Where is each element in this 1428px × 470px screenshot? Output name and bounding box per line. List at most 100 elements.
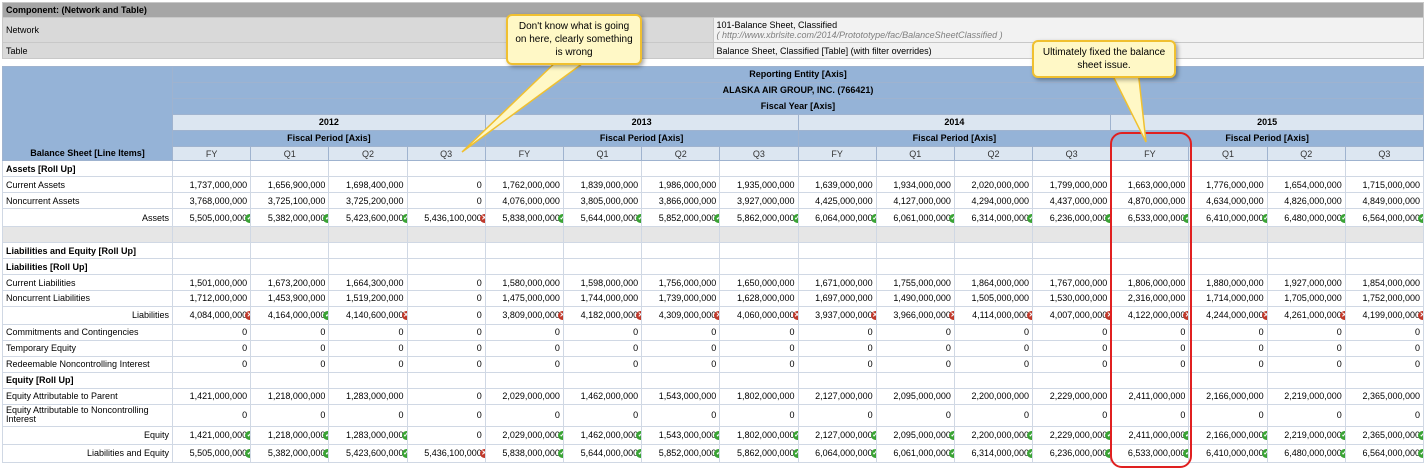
cell-value: 0 (1258, 327, 1264, 338)
cell-value: 1,698,400,000 (346, 179, 404, 190)
value-cell: 5,382,000,000✓ (250, 443, 330, 464)
cell-value: 1,806,000,000 (1127, 277, 1186, 288)
value-cell: 2,166,000,000 (1188, 387, 1268, 405)
row-label: Noncurrent Liabilities (2, 289, 173, 307)
check-icon: ✓ (1418, 213, 1423, 223)
error-icon: ✕ (714, 311, 719, 321)
row-label: Commitments and Contingencies (2, 323, 173, 341)
value-cell: 6,061,000,000✓ (875, 208, 955, 228)
value-cell: 0 (1344, 403, 1425, 427)
network-url[interactable]: ( http://www.xbrlsite.com/2014/Protototy… (716, 30, 1003, 40)
error-icon: ✕ (948, 311, 954, 321)
value-cell: 2,365,000,000 (1344, 387, 1425, 405)
cell-value: 4,164,000,000 (267, 310, 326, 321)
empty-cell (562, 258, 643, 276)
error-icon: ✕ (401, 311, 407, 321)
value-cell: 0 (641, 323, 721, 341)
empty-cell (1032, 371, 1112, 389)
row-label: Equity Attributable to Parent (2, 387, 173, 405)
cell-value: 2,229,000,000 (1049, 391, 1108, 402)
value-cell: 0 (641, 403, 721, 427)
value-cell: 6,564,000,000✓ (1344, 208, 1425, 228)
value-cell: 0 (484, 339, 564, 357)
cell-value: 1,839,000,000 (580, 179, 639, 190)
row-label: Noncurrent Assets (2, 192, 173, 210)
cell-value: 0 (1336, 327, 1342, 338)
value-cell: 3,966,000,000✕ (875, 305, 955, 325)
cell-value: 0 (945, 343, 951, 354)
cell-value: 5,644,000,000 (580, 212, 639, 223)
table-row: Equity Attributable to Parent 1,421,000,0… (2, 387, 1425, 405)
value-cell: 5,423,600,000✓ (328, 443, 408, 464)
period-header: Q2 (953, 145, 1034, 162)
value-cell: 0 (1188, 323, 1268, 341)
row-label: Liabilities and Equity [Roll Up] (2, 242, 173, 260)
check-icon: ✓ (792, 431, 797, 441)
cell-value: 1,927,000,000 (1284, 277, 1342, 288)
value-cell: 0 (406, 387, 486, 405)
value-cell: 4,437,000,000 (1032, 192, 1112, 210)
check-icon: ✓ (636, 431, 641, 441)
value-cell: 2,229,000,000✓ (1032, 425, 1112, 445)
check-icon: ✓ (1339, 213, 1345, 223)
value-cell: 1,462,000,000 (562, 387, 643, 405)
value-cell: 0 (328, 339, 408, 357)
value-cell: 1,705,000,000 (1266, 289, 1346, 307)
cell-value: 0 (1414, 327, 1420, 338)
table-row (2, 226, 1425, 244)
period-header: Q2 (1266, 145, 1346, 162)
year-header: 2012 (172, 113, 486, 131)
value-cell: 0 (1266, 403, 1346, 427)
cell-value: 1,802,000,000 (736, 391, 795, 402)
value-cell: 2,229,000,000 (1032, 387, 1112, 405)
table-row: Noncurrent Assets 3,768,000,000 3,725,100,… (2, 192, 1425, 210)
empty-cell (641, 160, 721, 178)
row-label: Equity (2, 425, 173, 445)
cell-value: 2,029,000,000 (502, 430, 560, 441)
value-cell: 2,219,000,000✓ (1266, 425, 1346, 445)
value-cell: 1,519,200,000 (328, 289, 408, 307)
check-icon: ✓ (557, 213, 563, 223)
value-cell: 0 (1188, 355, 1268, 373)
row-header: Balance Sheet [Line Items] (2, 65, 173, 162)
cell-value: 4,076,000,000 (502, 195, 560, 206)
value-cell: 6,410,000,000✓ (1188, 443, 1268, 464)
empty-cell (797, 258, 877, 276)
cell-value: 6,533,000,000 (1127, 212, 1186, 223)
cell-value: 5,436,100,000 (424, 212, 482, 223)
value-cell: 6,480,000,000✓ (1266, 208, 1346, 228)
empty-cell (1266, 242, 1346, 260)
value-cell: 0 (328, 403, 408, 427)
cell-value: 5,852,000,000 (658, 448, 717, 459)
error-icon: ✕ (479, 449, 485, 459)
cell-value: 0 (1336, 343, 1342, 354)
empty-cell (484, 242, 564, 260)
value-cell: 0 (562, 403, 643, 427)
empty-cell (328, 242, 408, 260)
cell-value: 0 (476, 343, 482, 354)
value-cell: 5,644,000,000✓ (562, 443, 643, 464)
value-cell: 0 (797, 355, 877, 373)
cell-value: 0 (320, 343, 326, 354)
cell-value: 0 (554, 343, 560, 354)
cell-value: 1,697,000,000 (815, 293, 873, 304)
cell-value: 1,934,000,000 (893, 179, 951, 190)
cell-value: 0 (867, 410, 873, 421)
cell-value: 2,127,000,000 (815, 430, 873, 441)
cell-value: 0 (789, 359, 795, 370)
value-cell: 1,802,000,000 (719, 387, 799, 405)
table-row: Liabilities and Equity [Roll Up] (2, 242, 1425, 260)
empty-cell (406, 226, 486, 244)
cell-value: 2,411,000,000 (1128, 430, 1186, 441)
component-info-table: Component: (Network and Table) Network 1… (2, 2, 1424, 59)
value-cell: 0 (875, 403, 955, 427)
period-header: FY (1110, 145, 1190, 162)
period-header: Q2 (328, 145, 408, 162)
cell-value: 1,864,000,000 (971, 277, 1030, 288)
value-cell: 1,715,000,000 (1344, 176, 1425, 194)
empty-cell (719, 226, 799, 244)
cell-value: 6,564,000,000 (1362, 448, 1420, 459)
cell-value: 1,650,000,000 (736, 277, 795, 288)
empty-cell (250, 258, 330, 276)
value-cell: 0 (719, 403, 799, 427)
